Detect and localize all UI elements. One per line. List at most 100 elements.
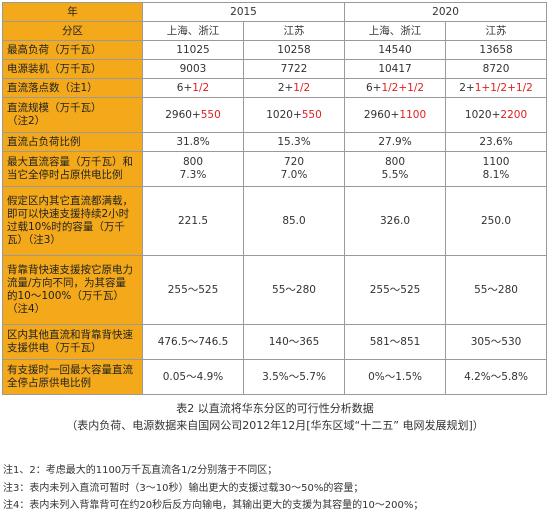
value-cell: 55～280 [242, 255, 346, 325]
base-value: 1020+ [266, 108, 302, 121]
row-label-line: 直流落点数（注1） [7, 81, 98, 94]
row-label-line: 假定区内其它直流都满载， [7, 195, 133, 207]
table-row: 背靠背快速支援按它原电力 流量/方向不同，为其容量 的10～100%（万千瓦） （注4… [2, 255, 548, 325]
row-label-line: 区内其他直流和背靠背快速 [7, 329, 133, 341]
row-label-line: 过载10%时的容量（万千 [7, 221, 125, 233]
value-cell: 11025 [142, 40, 244, 60]
base-value: 6+ [365, 81, 382, 94]
region-header-cell: 上海、浙江 [142, 21, 244, 41]
value-cell: 140～365 [242, 324, 346, 360]
value-cell: 720 7.0% [242, 151, 346, 187]
base-value: 0%～1.5% [368, 370, 422, 383]
row-label-line: 背靠背快速支援按它原电力 [7, 264, 133, 276]
base-value: 255～525 [369, 283, 421, 296]
value-cell: 23.6% [445, 132, 548, 152]
region-header-cell: 上海、浙江 [344, 21, 447, 41]
value-cell: 4.2%～5.8% [445, 359, 548, 395]
row-label-line: 直流占负荷比例 [7, 135, 81, 148]
value-cell: 326.0 [344, 186, 447, 256]
base-value: 4.2%～5.8% [464, 370, 528, 383]
base-value: 3.5%～5.7% [262, 370, 326, 383]
value-cell: 9003 [142, 59, 244, 79]
table-row: 电源装机（万千瓦） 9003 7722 10417 8720 [2, 59, 548, 79]
year-2020-header: 2020 [344, 2, 548, 22]
base-value: 11025 [176, 43, 210, 56]
value-cell: 2960+550 [142, 97, 244, 133]
base-value: 1020+ [464, 108, 501, 121]
table-row: 假定区内其它直流都满载， 即可以快速支援持续2小时 过载10%时的容量（万千 瓦）（注… [2, 186, 548, 256]
row-label-line: 即可以快速支援持续2小时 [7, 208, 130, 220]
base-value: 305～530 [470, 335, 522, 348]
value-line: 8.1% [482, 169, 510, 181]
value-line: 5.5% [381, 169, 409, 181]
value-cell: 2+1+1/2+1/2 [445, 78, 548, 98]
feasibility-table: 年 2015 2020 分区 上海、浙江 江苏 上海、浙江 江苏 最高负荷（万千… [2, 2, 548, 395]
value-cell: 15.3% [242, 132, 346, 152]
value-cell: 6+1/2+1/2 [344, 78, 447, 98]
value-cell: 0%～1.5% [344, 359, 447, 395]
value-cell: 800 7.3% [142, 151, 244, 187]
footnote: 注3：表内未列入直流可暂时（3～10秒）输出更大的支援过载30～50%的容量； [3, 482, 364, 494]
row-label: 假定区内其它直流都满载， 即可以快速支援持续2小时 过载10%时的容量（万千 瓦）（注… [2, 186, 143, 256]
base-value: 15.3% [277, 135, 311, 148]
base-value: 255～525 [167, 283, 219, 296]
row-label-line: 流量/方向不同，为其容量 [7, 277, 127, 289]
row-label-line: 当它全停时占原供电比例 [7, 169, 123, 181]
footnotes: 注1、2：考虑最大的1100万千瓦直流各1/2分别落于不同区； 注3：表内未列入… [3, 462, 548, 515]
region-header-cell: 江苏 [242, 21, 346, 41]
base-value: 27.9% [378, 135, 412, 148]
base-value: 2+ [459, 81, 475, 94]
table-row: 直流规模（万千瓦） （注2） 2960+550 1020+550 2960+1100 10… [2, 97, 548, 133]
region-header-cell: 江苏 [445, 21, 548, 41]
value-cell: 55～280 [445, 255, 548, 325]
row-label: 直流占负荷比例 [2, 132, 143, 152]
row-label: 背靠背快速支援按它原电力 流量/方向不同，为其容量 的10～100%（万千瓦） （注4… [2, 255, 143, 325]
base-value: 8720 [482, 62, 510, 75]
value-cell: 1100 8.1% [445, 151, 548, 187]
row-label: 直流规模（万千瓦） （注2） [2, 97, 143, 133]
row-label: 有支援时一回最大容量直流 全停占原供电比例 [2, 359, 143, 395]
value-cell: 3.5%～5.7% [242, 359, 346, 395]
value-cell: 1020+550 [242, 97, 346, 133]
table-row: 最高负荷（万千瓦） 11025 10258 14540 13658 [2, 40, 548, 60]
base-value: 221.5 [177, 214, 209, 227]
caption-source: （表内负荷、电源数据来自国网公司2012年12月[华东区域“十二五” 电网发展规… [66, 419, 484, 432]
table-caption: 表2 以直流将华东分区的可行性分析数据 （表内负荷、电源数据来自国网公司2012… [0, 400, 550, 434]
value-cell: 0.05～4.9% [142, 359, 244, 395]
row-label-line: 的10～100%（万千瓦） [7, 290, 124, 302]
value-line: 800 [384, 156, 406, 168]
table-body: 年 2015 2020 分区 上海、浙江 江苏 上海、浙江 江苏 最高负荷（万千… [2, 2, 548, 395]
year-2015-header: 2015 [141, 2, 346, 22]
value-cell: 7722 [242, 59, 346, 79]
table-row: 区内其他直流和背靠背快速 支援供电（万千瓦） 476.5～746.5 140～365 5… [2, 324, 548, 360]
value-cell: 2+1/2 [242, 78, 346, 98]
value-cell: 8720 [445, 59, 548, 79]
value-cell: 476.5～746.5 [142, 324, 244, 360]
value-cell: 10417 [344, 59, 447, 79]
base-value: 10258 [277, 43, 311, 56]
value-line: 7.3% [179, 169, 207, 181]
added-value: 550 [301, 108, 322, 121]
added-value: 550 [200, 108, 221, 121]
row-label-line: 支援供电（万千瓦） [7, 342, 102, 354]
base-value: 2960+ [165, 108, 201, 121]
region-header-row: 分区 上海、浙江 江苏 上海、浙江 江苏 [2, 21, 548, 41]
value-cell: 305～530 [445, 324, 548, 360]
caption-title: 表2 以直流将华东分区的可行性分析数据 [176, 402, 374, 415]
value-cell: 1020+2200 [445, 97, 548, 133]
value-cell: 27.9% [344, 132, 447, 152]
value-cell: 221.5 [142, 186, 244, 256]
base-value: 31.8% [176, 135, 210, 148]
row-label-line: （注2） [7, 115, 46, 127]
base-value: 581～851 [369, 335, 421, 348]
row-label: 最大直流容量（万千瓦）和 当它全停时占原供电比例 [2, 151, 143, 187]
value-cell: 85.0 [242, 186, 346, 256]
value-cell: 255～525 [344, 255, 447, 325]
value-cell: 10258 [242, 40, 346, 60]
base-value: 250.0 [480, 214, 512, 227]
table-row: 最大直流容量（万千瓦）和 当它全停时占原供电比例 800 7.3% 720 7.0% 800… [2, 151, 548, 187]
year-header-row: 年 2015 2020 [2, 2, 548, 22]
value-cell: 800 5.5% [344, 151, 447, 187]
base-value: 9003 [179, 62, 207, 75]
added-value: 1/2 [293, 81, 311, 94]
